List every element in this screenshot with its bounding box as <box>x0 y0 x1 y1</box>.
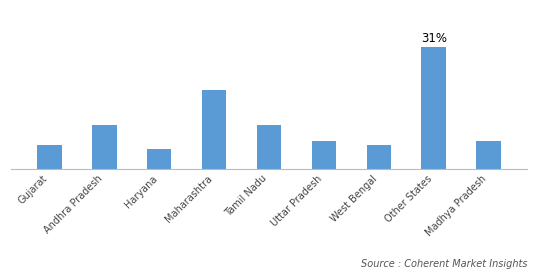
Bar <box>477 141 501 169</box>
Text: Source : Coherent Market Insights: Source : Coherent Market Insights <box>361 259 527 269</box>
Bar <box>257 125 281 169</box>
Bar <box>421 47 446 169</box>
Bar <box>312 141 336 169</box>
Bar <box>92 125 117 169</box>
Bar <box>147 149 172 169</box>
Text: 31%: 31% <box>421 32 447 45</box>
Bar <box>202 90 226 169</box>
Bar <box>366 145 391 169</box>
Bar <box>37 145 61 169</box>
